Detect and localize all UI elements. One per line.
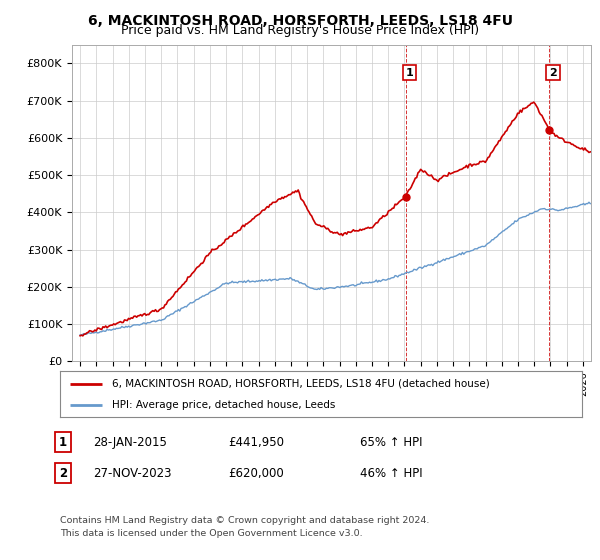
Text: 6, MACKINTOSH ROAD, HORSFORTH, LEEDS, LS18 4FU (detached house): 6, MACKINTOSH ROAD, HORSFORTH, LEEDS, LS… <box>112 379 490 389</box>
Text: HPI: Average price, detached house, Leeds: HPI: Average price, detached house, Leed… <box>112 400 335 410</box>
Text: 65% ↑ HPI: 65% ↑ HPI <box>360 436 422 449</box>
Text: 1: 1 <box>59 436 67 449</box>
Text: £441,950: £441,950 <box>228 436 284 449</box>
Text: Price paid vs. HM Land Registry's House Price Index (HPI): Price paid vs. HM Land Registry's House … <box>121 24 479 37</box>
Text: 2: 2 <box>549 68 557 78</box>
Text: 27-NOV-2023: 27-NOV-2023 <box>93 466 172 480</box>
Text: 1: 1 <box>406 68 413 78</box>
Text: 28-JAN-2015: 28-JAN-2015 <box>93 436 167 449</box>
Text: £620,000: £620,000 <box>228 466 284 480</box>
Text: 2: 2 <box>59 466 67 480</box>
Text: 46% ↑ HPI: 46% ↑ HPI <box>360 466 422 480</box>
Text: Contains HM Land Registry data © Crown copyright and database right 2024.: Contains HM Land Registry data © Crown c… <box>60 516 430 525</box>
Text: This data is licensed under the Open Government Licence v3.0.: This data is licensed under the Open Gov… <box>60 529 362 538</box>
Text: 6, MACKINTOSH ROAD, HORSFORTH, LEEDS, LS18 4FU: 6, MACKINTOSH ROAD, HORSFORTH, LEEDS, LS… <box>88 14 512 28</box>
